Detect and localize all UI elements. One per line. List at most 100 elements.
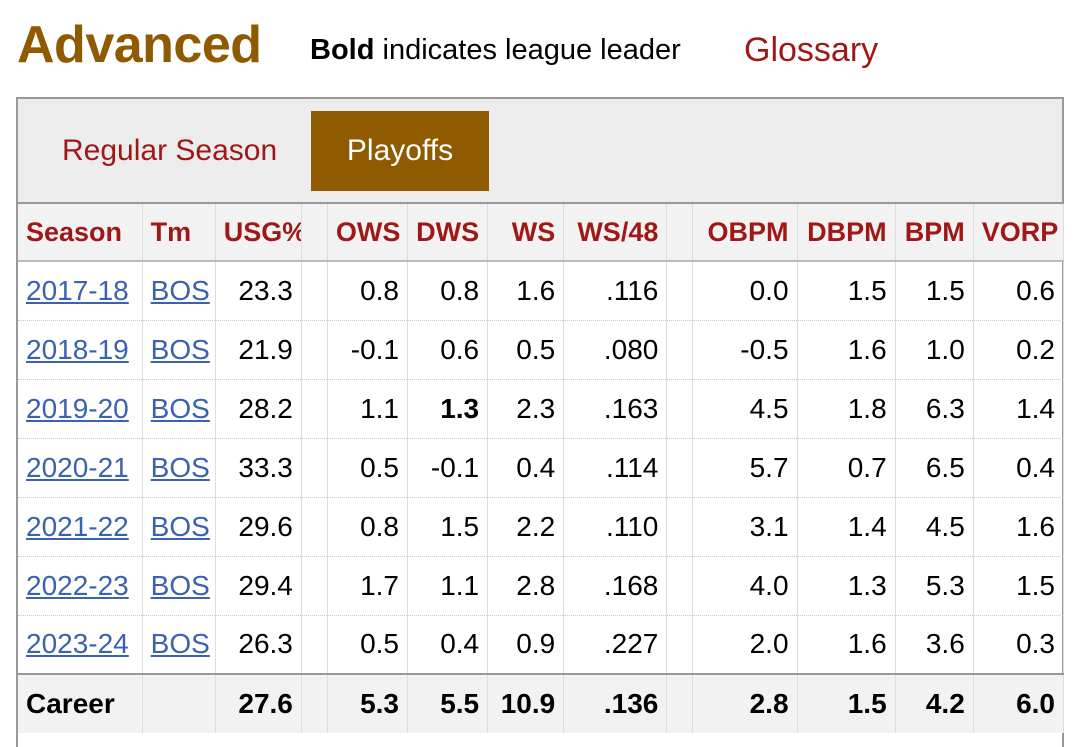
ws-cell: 0.4 bbox=[487, 438, 565, 498]
col-obpm[interactable]: OBPM bbox=[692, 204, 798, 262]
dbpm-cell: 1.4 bbox=[797, 497, 896, 557]
note-text: indicates league leader bbox=[374, 34, 681, 66]
tab-playoffs[interactable]: Playoffs bbox=[311, 111, 489, 191]
vorp-cell: 0.3 bbox=[973, 615, 1065, 675]
spacer-col bbox=[301, 204, 328, 262]
bpm-cell: 1.0 bbox=[895, 320, 974, 380]
league-leader-note: Bold indicates league leader bbox=[310, 30, 681, 70]
team-cell: BOS bbox=[142, 379, 216, 439]
table-row: 2018-19 BOS 21.9 -0.1 0.6 0.5.080 -0.5 1.6 1.0 0.… bbox=[18, 320, 1065, 380]
col-usg[interactable]: USG% bbox=[215, 204, 302, 262]
obpm-cell: -0.5 bbox=[692, 320, 798, 380]
ws-cell: 0.9 bbox=[487, 615, 565, 675]
ows-cell: 0.8 bbox=[327, 261, 409, 321]
spacer-cell bbox=[666, 438, 694, 498]
obpm-cell: 3.1 bbox=[692, 497, 798, 557]
col-dbpm[interactable]: DBPM bbox=[797, 204, 896, 262]
season-cell: 2020-21 bbox=[18, 438, 143, 498]
team-link[interactable]: BOS bbox=[150, 569, 210, 601]
career-obpm-cell: 2.8 bbox=[692, 673, 798, 733]
spacer-cell bbox=[666, 320, 694, 380]
tab-regular-season[interactable]: Regular Season bbox=[62, 134, 278, 167]
usg-cell: 21.9 bbox=[215, 320, 302, 380]
col-bpm[interactable]: BPM bbox=[895, 204, 974, 262]
ows-cell: 0.8 bbox=[327, 497, 409, 557]
spacer-cell bbox=[301, 261, 328, 321]
note-bold-word: Bold bbox=[310, 34, 375, 66]
spacer-cell bbox=[666, 497, 694, 557]
career-row: Career 27.6 5.3 5.5 10.9.136 2.8 1.5 4.2 6.0 bbox=[18, 673, 1065, 733]
col-ws48[interactable]: WS/48 bbox=[563, 204, 668, 262]
obpm-cell: 0.0 bbox=[692, 261, 798, 321]
usg-cell: 29.4 bbox=[215, 556, 302, 616]
season-link[interactable]: 2018-19 bbox=[26, 333, 129, 365]
bpm-cell: 3.6 bbox=[895, 615, 974, 675]
stats-panel: Regular Season Playoffs Season Tm USG% O… bbox=[16, 97, 1065, 747]
dws-cell: 0.8 bbox=[407, 261, 489, 321]
team-cell: BOS bbox=[142, 497, 216, 557]
col-vorp[interactable]: VORP bbox=[973, 204, 1065, 262]
season-type-tabs: Regular Season Playoffs bbox=[18, 99, 1062, 204]
ows-cell: 1.1 bbox=[327, 379, 409, 439]
spacer-cell bbox=[301, 497, 328, 557]
advanced-stats-table: Season Tm USG% OWS DWS WS WS/48 OBPM DBP… bbox=[18, 204, 1065, 733]
ws-cell: 2.3 bbox=[487, 379, 565, 439]
bpm-cell: 5.3 bbox=[895, 556, 974, 616]
season-link[interactable]: 2020-21 bbox=[26, 451, 129, 483]
glossary-link[interactable]: Glossary bbox=[744, 31, 879, 69]
ws-cell: 2.8 bbox=[487, 556, 565, 616]
team-cell: BOS bbox=[142, 556, 216, 616]
team-link[interactable]: BOS bbox=[150, 392, 210, 424]
bpm-cell: 1.5 bbox=[895, 261, 974, 321]
spacer-cell bbox=[666, 379, 694, 439]
team-link[interactable]: BOS bbox=[150, 333, 210, 365]
career-dws-cell: 5.5 bbox=[407, 673, 489, 733]
col-season[interactable]: Season bbox=[18, 204, 143, 262]
dws-cell: 0.6 bbox=[407, 320, 489, 380]
season-cell: 2018-19 bbox=[18, 320, 143, 380]
season-cell: 2022-23 bbox=[18, 556, 143, 616]
career-ws-cell: 10.9 bbox=[487, 673, 565, 733]
spacer-cell bbox=[301, 379, 328, 439]
season-link[interactable]: 2023-24 bbox=[26, 628, 129, 660]
team-link[interactable]: BOS bbox=[150, 274, 210, 306]
bpm-cell: 6.3 bbox=[895, 379, 974, 439]
col-dws[interactable]: DWS bbox=[407, 204, 489, 262]
team-link[interactable]: BOS bbox=[150, 451, 210, 483]
season-cell: 2019-20 bbox=[18, 379, 143, 439]
season-link[interactable]: 2019-20 bbox=[26, 392, 129, 424]
ws48-cell: .227 bbox=[563, 615, 668, 675]
season-link[interactable]: 2017-18 bbox=[26, 274, 129, 306]
team-link[interactable]: BOS bbox=[150, 628, 210, 660]
vorp-cell: 1.4 bbox=[973, 379, 1065, 439]
ws48-cell: .080 bbox=[563, 320, 668, 380]
spacer-cell bbox=[301, 438, 328, 498]
usg-cell: 23.3 bbox=[215, 261, 302, 321]
ws48-cell: .110 bbox=[563, 497, 668, 557]
dws-cell: 1.3 bbox=[407, 379, 489, 439]
team-link[interactable]: BOS bbox=[150, 510, 210, 542]
season-link[interactable]: 2021-22 bbox=[26, 510, 129, 542]
usg-cell: 28.2 bbox=[215, 379, 302, 439]
col-ows[interactable]: OWS bbox=[327, 204, 409, 262]
vorp-cell: 0.6 bbox=[973, 261, 1065, 321]
spacer-cell bbox=[666, 556, 694, 616]
career-ws48-cell: .136 bbox=[563, 673, 668, 733]
col-team[interactable]: Tm bbox=[142, 204, 216, 262]
team-cell: BOS bbox=[142, 615, 216, 675]
ws48-cell: .116 bbox=[563, 261, 668, 321]
career-vorp-cell: 6.0 bbox=[973, 673, 1065, 733]
ws-cell: 1.6 bbox=[487, 261, 565, 321]
dbpm-cell: 1.3 bbox=[797, 556, 896, 616]
spacer-cell bbox=[301, 615, 328, 675]
ws48-cell: .163 bbox=[563, 379, 668, 439]
section-title: Advanced bbox=[17, 16, 262, 74]
season-cell: 2017-18 bbox=[18, 261, 143, 321]
vorp-cell: 1.5 bbox=[973, 556, 1065, 616]
col-ws[interactable]: WS bbox=[487, 204, 565, 262]
table-row: 2020-21 BOS 33.3 0.5 -0.1 0.4.114 5.7 0.7 6.5 0.4 bbox=[18, 438, 1065, 498]
vorp-cell: 0.2 bbox=[973, 320, 1065, 380]
season-link[interactable]: 2022-23 bbox=[26, 569, 129, 601]
career-label: Career bbox=[18, 673, 143, 733]
obpm-cell: 4.0 bbox=[692, 556, 798, 616]
